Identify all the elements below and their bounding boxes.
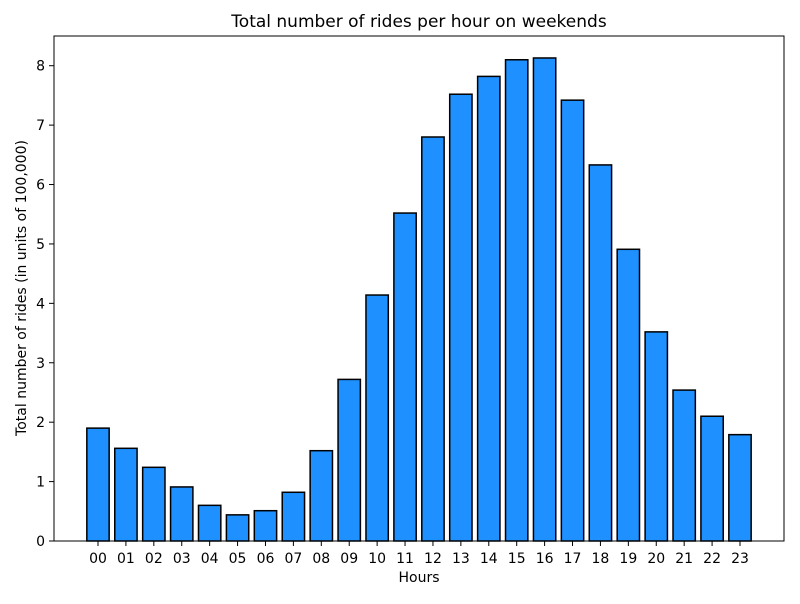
bar-hour-05 <box>225 514 250 542</box>
x-tick-label: 13 <box>452 551 470 567</box>
x-tick-label: 01 <box>117 551 135 567</box>
x-tick-label: 22 <box>703 551 721 567</box>
bar-hour-09 <box>337 378 362 542</box>
x-tick-label: 18 <box>592 551 610 567</box>
y-tick-label: 8 <box>36 59 45 75</box>
chart-title: Total number of rides per hour on weeken… <box>230 12 607 32</box>
y-tick-label: 7 <box>36 118 45 134</box>
x-tick-label: 03 <box>173 551 191 567</box>
y-tick-label: 5 <box>36 237 45 253</box>
x-tick-label: 06 <box>257 551 275 567</box>
bar-hour-14 <box>476 75 501 542</box>
bar-hour-01 <box>114 447 138 542</box>
bar-hour-12 <box>421 136 445 542</box>
y-tick-label: 0 <box>36 534 45 550</box>
x-tick-label: 15 <box>508 551 526 567</box>
x-tick-label: 05 <box>229 551 247 567</box>
bar-hour-04 <box>197 504 222 542</box>
bar-hour-06 <box>253 509 278 542</box>
bar-hour-22 <box>700 415 724 542</box>
bar-hour-16 <box>532 57 557 542</box>
x-tick-label: 17 <box>564 551 582 567</box>
x-tick-label: 04 <box>201 551 219 567</box>
bar-hour-11 <box>393 212 417 542</box>
x-tick-label: 08 <box>312 551 330 567</box>
bar-hour-17 <box>560 99 585 542</box>
x-tick-label: 09 <box>340 551 358 567</box>
plot-frame <box>53 35 785 542</box>
bar-hour-19 <box>616 248 641 542</box>
bar-hour-23 <box>728 433 752 542</box>
x-tick-label: 20 <box>647 551 665 567</box>
bar-hour-00 <box>86 427 110 542</box>
x-tick-label: 14 <box>480 551 498 567</box>
x-axis-ticks: 00 01 02 03 04 05 06 07 08 09 10 11 12 13 14 15 16 17 18 19… <box>89 541 749 567</box>
x-tick-label: 00 <box>89 551 107 567</box>
x-tick-label: 02 <box>145 551 163 567</box>
x-tick-label: 21 <box>675 551 693 567</box>
y-tick-label: 6 <box>36 178 45 194</box>
x-tick-label: 10 <box>368 551 386 567</box>
y-tick-label: 2 <box>36 415 45 431</box>
y-tick-label: 3 <box>36 356 45 372</box>
x-tick-label: 19 <box>619 551 637 567</box>
x-tick-label: 16 <box>536 551 554 567</box>
y-tick-label: 4 <box>36 296 45 312</box>
bars-layer <box>86 57 752 542</box>
bar-hour-20 <box>644 331 669 542</box>
x-tick-label: 11 <box>396 551 414 567</box>
bar-hour-10 <box>365 294 390 542</box>
bar-hour-21 <box>672 389 697 542</box>
bar-hour-08 <box>309 449 334 542</box>
bar-hour-02 <box>141 466 166 542</box>
x-tick-label: 12 <box>424 551 442 567</box>
y-tick-label: 1 <box>36 475 45 491</box>
x-tick-label: 23 <box>731 551 749 567</box>
bar-hour-15 <box>504 59 529 542</box>
x-tick-label: 07 <box>284 551 302 567</box>
bar-hour-18 <box>588 164 613 542</box>
bar-hour-13 <box>448 93 473 542</box>
bar-hour-07 <box>281 491 306 542</box>
y-axis-ticks: 0 1 2 3 4 5 6 7 8 <box>36 59 54 550</box>
bar-hour-03 <box>169 486 194 542</box>
y-axis-label: Total number of rides (in units of 100,0… <box>14 140 30 437</box>
x-axis-label: Hours <box>398 570 439 586</box>
